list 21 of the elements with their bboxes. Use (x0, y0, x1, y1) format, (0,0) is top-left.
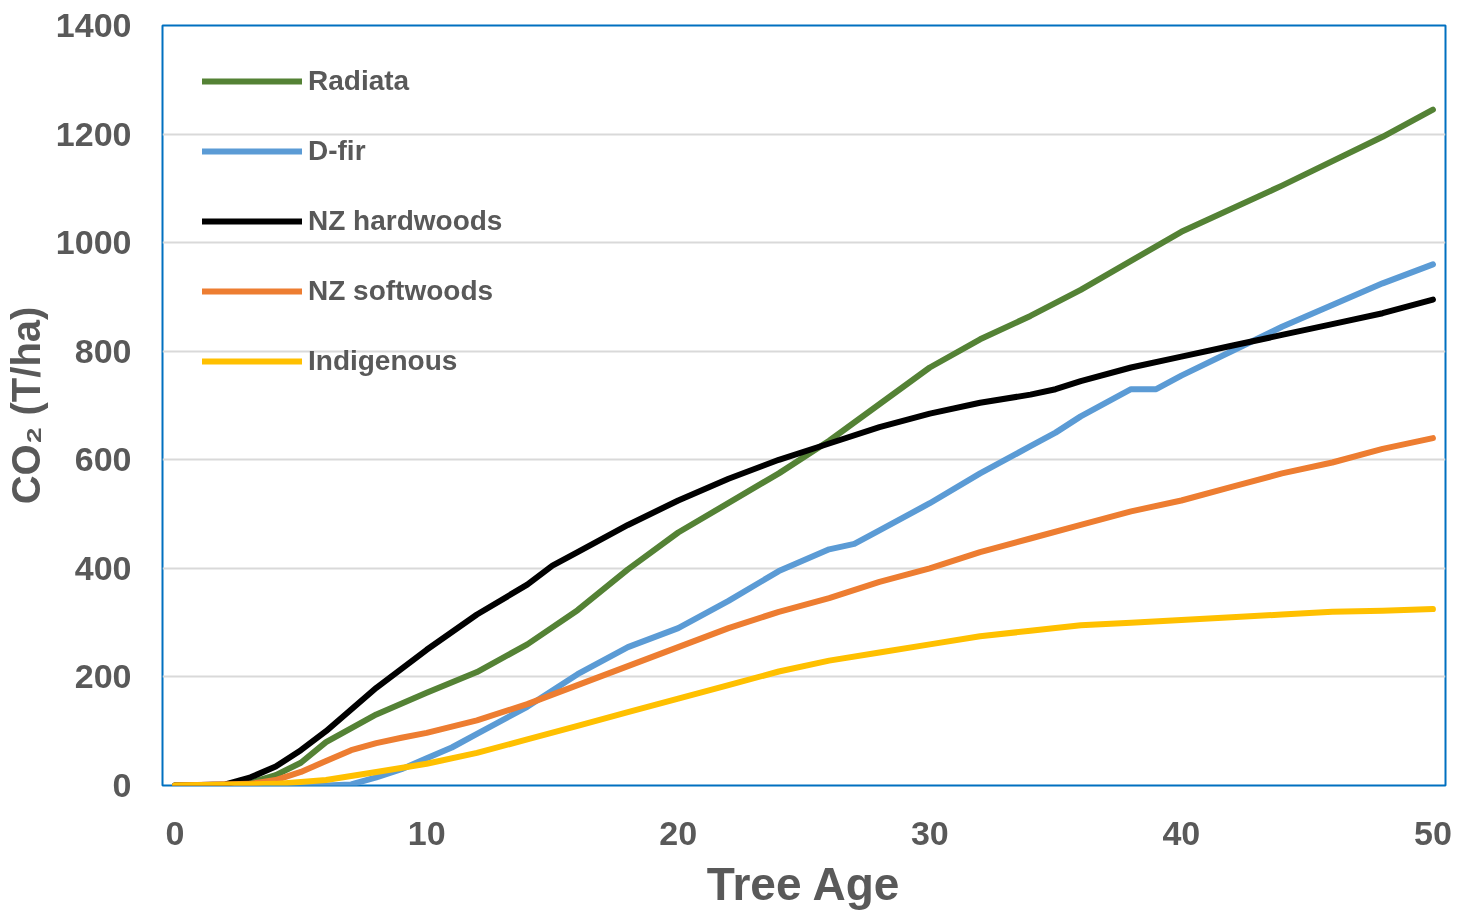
x-tick-label: 40 (1162, 813, 1201, 852)
y-axis-title: CO₂ (T/ha) (3, 306, 48, 505)
legend-label: Indigenous (308, 345, 458, 377)
y-tick-label: 800 (74, 331, 132, 370)
y-tick-label: 200 (74, 657, 132, 696)
x-tick-label: 30 (910, 813, 949, 852)
y-tick-label: 1000 (55, 223, 132, 262)
x-tick-label: 20 (659, 813, 698, 852)
y-tick-label: 1400 (55, 6, 132, 44)
legend-label: NZ hardwoods (308, 205, 503, 237)
legend-label: Radiata (308, 65, 410, 97)
x-tick-label: 50 (1414, 813, 1452, 852)
x-tick-label: 10 (407, 813, 446, 852)
y-tick-label: 600 (74, 440, 132, 479)
y-tick-label: 1200 (55, 114, 132, 153)
y-tick-label: 400 (74, 548, 132, 587)
y-tick-label: 0 (112, 766, 132, 804)
legend-label: NZ softwoods (308, 275, 494, 307)
legend-label: D-fir (308, 135, 366, 167)
x-tick-label: 0 (165, 813, 185, 852)
x-axis-title: Tree Age (706, 857, 900, 910)
